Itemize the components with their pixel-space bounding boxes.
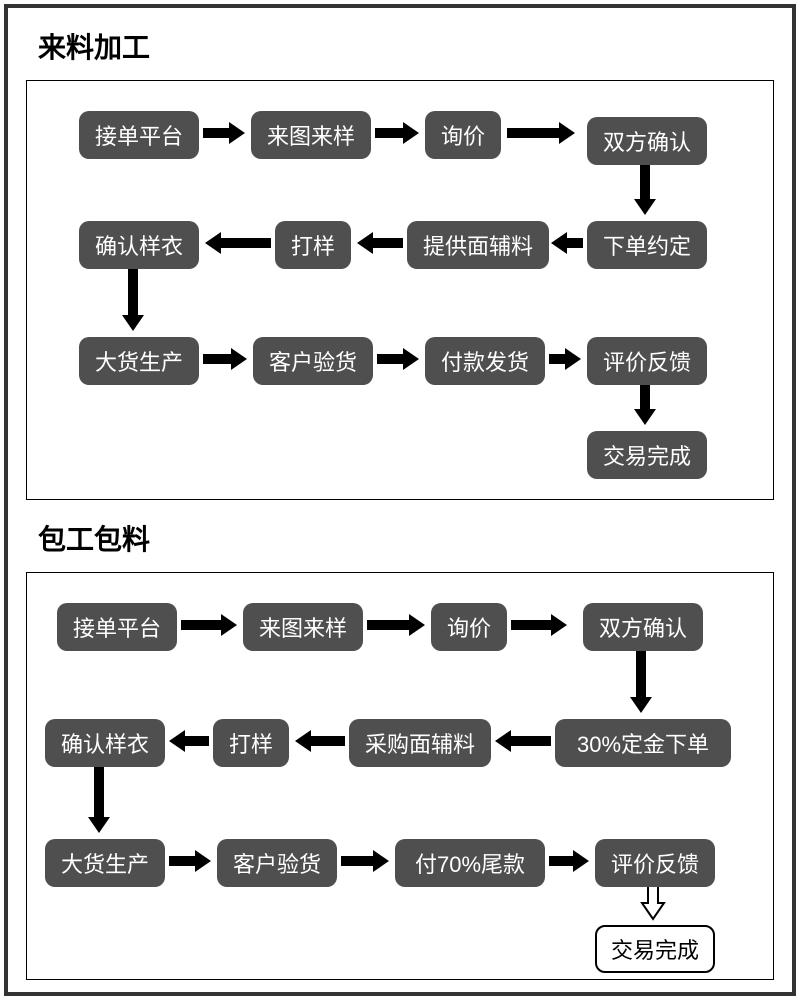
arrow-left-icon	[295, 730, 345, 752]
arrow-left-icon	[205, 232, 271, 254]
arrow-right-icon	[549, 348, 581, 370]
arrow-down-icon	[88, 765, 110, 833]
arrow-right-icon	[511, 614, 567, 636]
flow-node-s1n7: 打样	[275, 221, 351, 269]
arrow-left-icon	[357, 232, 403, 254]
flow-node-s1n2: 来图来样	[251, 111, 371, 159]
arrow-left-icon	[495, 730, 551, 752]
arrow-down-icon	[642, 885, 664, 919]
flow-node-s1n11: 付款发货	[425, 337, 545, 385]
flow-node-s1n8: 确认样衣	[79, 221, 199, 269]
flow-node-s2n6: 采购面辅料	[349, 719, 491, 767]
arrow-right-icon	[367, 614, 425, 636]
arrow-right-icon	[549, 850, 589, 872]
flow-node-s1n6: 提供面辅料	[407, 221, 549, 269]
arrow-right-icon	[377, 348, 419, 370]
flow-node-s1n10: 客户验货	[253, 337, 373, 385]
flow-node-s2n10: 客户验货	[217, 839, 337, 887]
flow-node-s1n5: 下单约定	[587, 221, 707, 269]
arrow-down-icon	[122, 267, 144, 331]
arrow-right-icon	[341, 850, 389, 872]
arrow-right-icon	[203, 348, 247, 370]
flow-node-s2n8: 确认样衣	[45, 719, 165, 767]
arrow-down-icon	[634, 163, 656, 215]
flow-node-s2n5: 30%定金下单	[555, 719, 731, 767]
arrow-right-icon	[203, 122, 245, 144]
flow-node-s1n4: 双方确认	[587, 117, 707, 165]
flow-node-s2n13: 交易完成	[595, 925, 715, 973]
arrow-right-icon	[169, 850, 211, 872]
arrow-left-icon	[551, 232, 583, 254]
flow-node-s1n1: 接单平台	[79, 111, 199, 159]
section2-panel: 接单平台 来图来样 询价 双方确认 30%定金下单 采购面辅料 打样确认样衣大货生产 客户验货…	[26, 572, 774, 980]
flow-node-s2n7: 打样	[213, 719, 289, 767]
arrow-right-icon	[181, 614, 237, 636]
flow-node-s2n4: 双方确认	[583, 603, 703, 651]
section1-panel: 接单平台 来图来样 询价 双方确认下单约定提供面辅料 打样 确认样衣大货生产 客户验货 付款发…	[26, 80, 774, 500]
flow-node-s2n2: 来图来样	[243, 603, 363, 651]
flow-node-s2n3: 询价	[431, 603, 507, 651]
flow-node-s1n3: 询价	[425, 111, 501, 159]
section1-title: 来料加工	[8, 8, 792, 80]
flow-node-s1n9: 大货生产	[79, 337, 199, 385]
arrow-right-icon	[375, 122, 419, 144]
arrow-right-icon	[507, 122, 575, 144]
arrow-down-icon	[634, 383, 656, 425]
arrow-down-icon	[630, 649, 652, 713]
flow-node-s2n12: 评价反馈	[595, 839, 715, 887]
outer-frame: 来料加工 接单平台来图来样询价双方确认下单约定提供面辅料打样确认样衣大货生产客户…	[4, 4, 796, 996]
arrow-left-icon	[169, 730, 209, 752]
section2-title: 包工包料	[8, 500, 792, 572]
flow-node-s1n12: 评价反馈	[587, 337, 707, 385]
flow-node-s2n11: 付70%尾款	[395, 839, 545, 887]
flow-node-s2n9: 大货生产	[45, 839, 165, 887]
flow-node-s1n13: 交易完成	[587, 431, 707, 479]
flow-node-s2n1: 接单平台	[57, 603, 177, 651]
